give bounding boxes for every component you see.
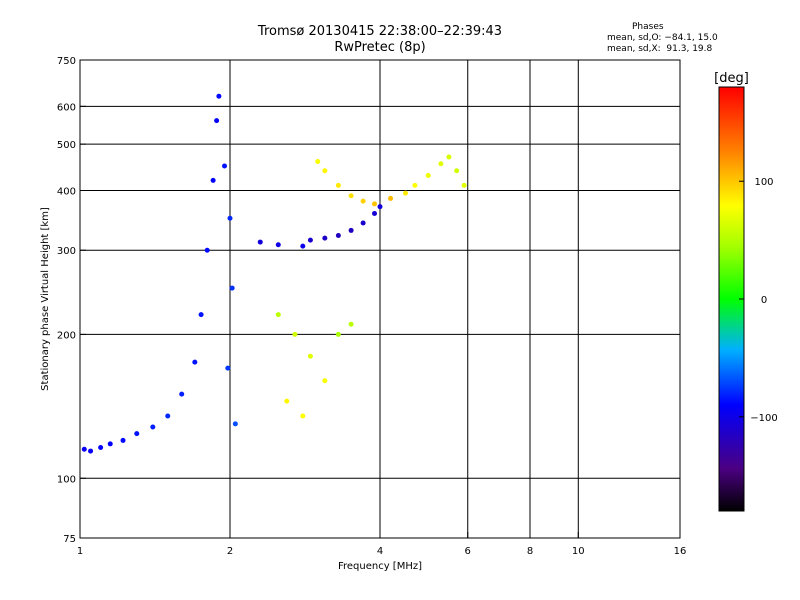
chart-subtitle: RwPretec (8p) [334, 40, 426, 55]
x-tick-label: 8 [527, 546, 533, 557]
data-point [229, 285, 235, 291]
x-tick-label: 4 [377, 546, 383, 557]
stats-x-line: mean, sd,X: 91.3, 19.8 [607, 44, 713, 54]
data-point [348, 193, 354, 199]
data-point [150, 424, 156, 430]
y-axis-label: Stationary phase Virtual Height [km] [40, 207, 51, 391]
data-point [88, 448, 94, 454]
data-point [372, 211, 378, 217]
data-points [81, 93, 467, 454]
data-point [214, 118, 220, 124]
data-point [81, 446, 87, 452]
y-tick-label: 75 [63, 534, 76, 545]
x-tick-label: 16 [674, 546, 687, 557]
data-point [348, 321, 354, 327]
data-point [292, 331, 298, 337]
data-point [388, 195, 394, 201]
y-tick-label: 200 [57, 330, 76, 341]
colorbar-ticks: 100 0 −100 [deg] [714, 71, 778, 424]
data-point [232, 421, 238, 427]
data-point [98, 444, 104, 450]
data-point [372, 201, 378, 207]
data-point [284, 398, 290, 404]
data-point [275, 242, 281, 248]
data-point [257, 239, 263, 245]
y-tick-label: 100 [57, 474, 76, 485]
data-point [322, 168, 328, 174]
data-point [165, 413, 171, 419]
data-point [216, 93, 222, 99]
data-point [446, 154, 452, 160]
data-point [335, 182, 341, 188]
data-point [307, 353, 313, 359]
stats-o-line: mean, sd,O: −84.1, 15.0 [607, 33, 718, 43]
x-tick-label: 6 [465, 546, 471, 557]
stats-heading: Phases [632, 22, 664, 32]
data-point [222, 163, 228, 169]
data-point [360, 198, 366, 204]
axis-ticks: 1 2 4 6 8 10 16 75 100 200 300 400 500 600 750 Frequenc… [40, 56, 686, 572]
data-point [461, 182, 467, 188]
data-point [300, 243, 306, 249]
data-point [360, 220, 366, 226]
data-point [412, 182, 418, 188]
x-tick-label: 2 [227, 546, 233, 557]
data-point [322, 235, 328, 241]
data-point [425, 172, 431, 178]
x-tick-label: 10 [572, 546, 585, 557]
x-axis-label: Frequency [MHz] [338, 561, 422, 572]
data-point [192, 359, 198, 365]
data-point [227, 215, 233, 221]
y-tick-label: 300 [57, 246, 76, 257]
chart-title: Tromsø 20130415 22:38:00–22:39:43 [257, 24, 503, 39]
data-point [454, 168, 460, 174]
data-point [377, 204, 383, 210]
colorbar-tick-label: −100 [750, 413, 777, 424]
data-point [204, 247, 210, 253]
data-point [315, 158, 321, 164]
data-point [402, 190, 408, 196]
colorbar-tick-label: 0 [761, 295, 767, 306]
data-point [179, 391, 185, 397]
data-point [275, 312, 281, 318]
data-point [134, 431, 140, 437]
data-point [120, 437, 126, 443]
data-point [225, 365, 231, 371]
y-tick-label: 400 [57, 186, 76, 197]
colorbar-tick-label: 100 [754, 177, 773, 188]
y-tick-label: 500 [57, 140, 76, 151]
colorbar-label: [deg] [714, 71, 749, 86]
data-point [438, 161, 444, 167]
data-point [335, 233, 341, 239]
grid-lines [80, 60, 680, 538]
y-tick-label: 750 [57, 56, 76, 67]
y-tick-label: 600 [57, 102, 76, 113]
data-point [300, 413, 306, 419]
x-tick-label: 1 [77, 546, 83, 557]
data-point [335, 331, 341, 337]
data-point [210, 177, 216, 183]
data-point [322, 378, 328, 384]
data-point [307, 237, 313, 243]
data-point [107, 441, 113, 447]
data-point [198, 312, 204, 318]
data-point [348, 227, 354, 233]
